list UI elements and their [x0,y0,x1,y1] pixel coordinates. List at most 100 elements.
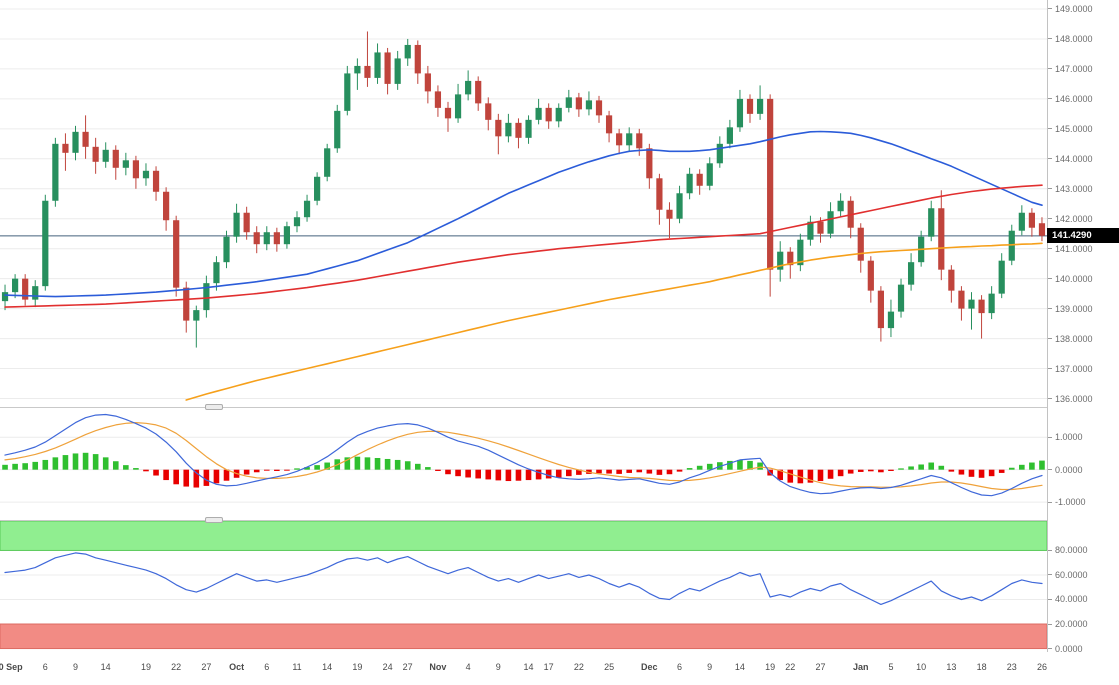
tick-mark [1048,308,1052,310]
x-axis-label: 19 [765,662,776,672]
x-axis-label: 27 [815,662,826,672]
macd-histogram-bar [344,457,351,470]
x-axis-label: 25 [604,662,615,672]
y-axis-tick-label: 147.0000 [1048,64,1093,74]
price-scale-axis[interactable]: 149.0000 148.0000 147.0000 146.0000 145.0000… [1047,0,1119,654]
candle-body [193,310,200,321]
candle-body [515,122,522,138]
candle-body [173,220,180,288]
candle-body [62,143,69,153]
macd-histogram-bar [545,469,552,479]
macd-histogram-bar [42,459,49,470]
oscillator-chart-canvas[interactable] [0,521,1047,651]
x-axis-label: 24 [382,662,393,672]
tick-mark [1048,8,1052,10]
candle-body [706,163,713,186]
panel-resize-handle[interactable] [205,404,223,410]
tick-mark [1048,436,1052,438]
candle-body [535,107,542,120]
macd-panel[interactable] [0,408,1047,520]
panel-separator [0,407,1119,408]
candle-body [746,98,754,114]
candle-body [555,107,562,122]
macd-histogram-bar [908,466,914,470]
oscillator-panel[interactable] [0,521,1047,651]
candle-body [384,52,391,84]
candle-body [213,262,220,284]
oscillator-band [0,623,1047,650]
macd-histogram-bar [636,469,643,473]
candle-body [616,133,623,146]
y-axis-tick-label: 143.0000 [1048,184,1093,194]
candle-body [324,148,331,177]
y-axis-tick-label: 145.0000 [1048,124,1093,134]
candle-body [32,286,39,300]
candle-body [475,80,482,104]
x-axis-label: 14 [322,662,333,672]
time-axis[interactable]: 30 Sep 6 9 14 19 22 27 Oct 6 11 14 19 24 27 Nov 4 9 14 17 2… [0,651,1047,685]
x-axis-label: 27 [201,662,212,672]
macd-histogram-bar [243,469,250,475]
macd-histogram-bar [1019,464,1025,470]
candle-body [525,119,532,138]
macd-line [4,413,1043,497]
candle-body [756,98,764,114]
candle-body [696,173,703,186]
macd-histogram-bar [898,468,904,470]
macd-histogram-bar [143,469,149,472]
macd-histogram-bar [978,469,985,478]
candle-body [968,299,975,309]
macd-histogram-bar [787,469,794,483]
x-axis-label: 22 [573,662,584,672]
tick-mark [1048,598,1052,600]
candle-body [334,110,341,149]
macd-histogram-bar [314,465,320,470]
candle-body [807,221,814,240]
tick-mark [1048,338,1052,340]
candle-body [495,119,502,137]
candle-body [585,100,593,110]
x-axis-label: 14 [734,662,745,672]
macd-histogram-bar [455,469,461,477]
macd-histogram-bar [364,457,371,470]
macd-histogram-bar [414,463,421,470]
macd-histogram-bar [274,469,280,471]
candle-body [163,191,170,221]
candle-body [817,221,824,234]
candle-body [907,262,915,285]
y-axis-tick-label: 146.0000 [1048,94,1093,104]
candle-body [12,278,19,293]
y-axis-tick-label: 40.0000 [1048,594,1088,604]
candle-body [444,107,452,119]
macd-histogram-bar [1008,467,1015,470]
candle-body [827,211,834,234]
price-panel[interactable] [0,0,1047,406]
candle-body [42,200,49,287]
panel-resize-handle[interactable] [205,517,223,523]
candle-body [303,200,311,218]
x-axis-label: 22 [171,662,182,672]
x-axis-label: 10 [916,662,927,672]
candle-body [505,122,512,137]
macd-chart-canvas[interactable] [0,408,1047,520]
candle-body [122,160,129,168]
macd-histogram-bar [535,469,542,480]
candle-body [82,131,89,147]
price-chart-canvas[interactable] [0,0,1047,406]
macd-histogram-bar [404,461,411,470]
macd-histogram-bar [435,469,441,471]
candle-body [354,65,361,74]
candle-body [897,284,905,312]
x-axis-label: Dec [641,662,658,672]
candle-body [726,127,733,144]
x-axis-label: Nov [429,662,447,672]
oscillator-line [4,552,1043,606]
candle-body [404,44,411,59]
tick-mark [1048,98,1052,100]
macd-histogram-bar [888,469,894,471]
x-axis-label: 27 [402,662,413,672]
candle-body [877,290,884,329]
macd-histogram-bar [696,465,703,470]
x-axis-label: 9 [707,662,713,672]
candle-body [344,73,351,111]
